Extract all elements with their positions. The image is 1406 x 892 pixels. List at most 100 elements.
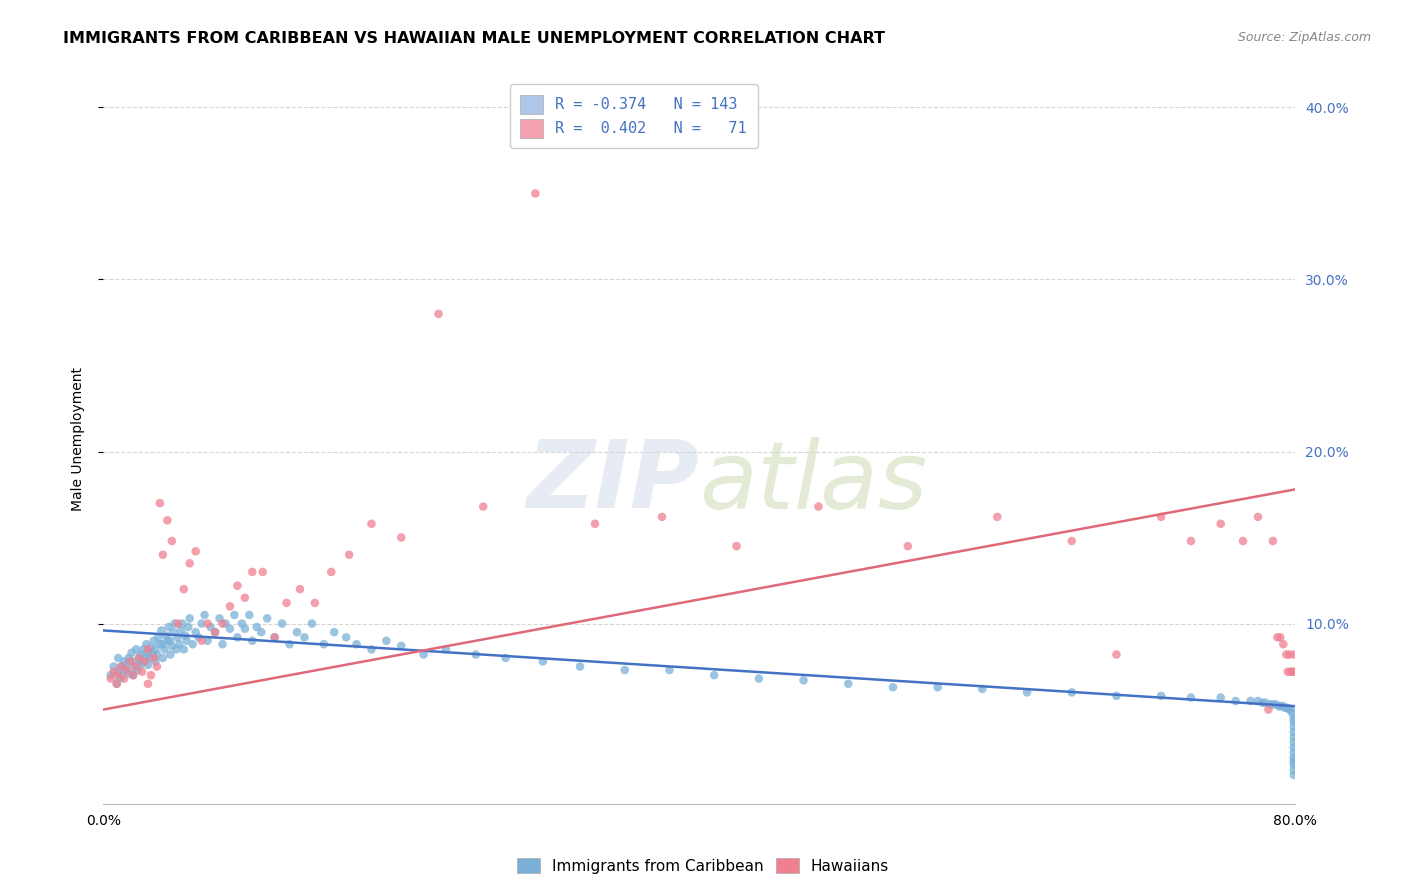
Point bbox=[125, 659, 148, 673]
Point bbox=[219, 622, 242, 636]
Point bbox=[141, 648, 163, 662]
Point bbox=[972, 681, 994, 696]
Point bbox=[1277, 665, 1299, 679]
Point bbox=[111, 668, 134, 682]
Point bbox=[117, 651, 139, 665]
Point bbox=[169, 637, 191, 651]
Point bbox=[121, 646, 143, 660]
Point bbox=[793, 673, 815, 688]
Point bbox=[153, 642, 176, 657]
Point bbox=[114, 663, 136, 677]
Point bbox=[148, 630, 170, 644]
Point bbox=[495, 651, 517, 665]
Point bbox=[897, 539, 920, 553]
Point bbox=[179, 557, 201, 571]
Point bbox=[1282, 751, 1305, 765]
Point bbox=[179, 611, 201, 625]
Point bbox=[197, 633, 219, 648]
Point bbox=[162, 625, 184, 640]
Point bbox=[224, 607, 246, 622]
Point bbox=[166, 616, 188, 631]
Point bbox=[150, 624, 173, 638]
Point bbox=[1247, 694, 1270, 708]
Point bbox=[115, 663, 138, 677]
Point bbox=[651, 509, 673, 524]
Point bbox=[256, 611, 278, 625]
Point bbox=[1282, 735, 1305, 749]
Point bbox=[139, 640, 162, 655]
Point bbox=[312, 637, 335, 651]
Point bbox=[190, 633, 212, 648]
Point bbox=[181, 637, 204, 651]
Point bbox=[155, 629, 177, 643]
Point bbox=[1015, 685, 1038, 699]
Point bbox=[240, 633, 263, 648]
Point bbox=[142, 651, 165, 665]
Point bbox=[288, 582, 311, 596]
Point bbox=[138, 651, 160, 665]
Point bbox=[190, 616, 212, 631]
Point bbox=[187, 630, 209, 644]
Point bbox=[145, 654, 167, 668]
Point bbox=[613, 663, 636, 677]
Point bbox=[177, 620, 200, 634]
Point bbox=[157, 620, 180, 634]
Point bbox=[531, 654, 554, 668]
Point bbox=[156, 513, 179, 527]
Point bbox=[1282, 768, 1305, 782]
Point bbox=[1209, 516, 1232, 531]
Point bbox=[1270, 699, 1292, 714]
Point bbox=[105, 677, 128, 691]
Point bbox=[135, 637, 157, 651]
Point bbox=[725, 539, 748, 553]
Point bbox=[132, 642, 155, 657]
Point bbox=[1282, 711, 1305, 725]
Point bbox=[174, 629, 197, 643]
Point bbox=[1282, 763, 1305, 777]
Point bbox=[1232, 533, 1254, 548]
Point bbox=[122, 668, 145, 682]
Point bbox=[112, 672, 135, 686]
Point bbox=[165, 642, 187, 657]
Point bbox=[103, 659, 125, 673]
Point bbox=[103, 665, 125, 679]
Point bbox=[1282, 746, 1305, 760]
Point bbox=[173, 642, 195, 657]
Point bbox=[285, 625, 308, 640]
Point bbox=[986, 509, 1008, 524]
Point bbox=[1261, 698, 1284, 712]
Point bbox=[658, 663, 681, 677]
Point bbox=[160, 639, 183, 653]
Point bbox=[1265, 630, 1288, 644]
Point bbox=[1282, 714, 1305, 729]
Point bbox=[149, 637, 172, 651]
Point bbox=[100, 672, 122, 686]
Point bbox=[1281, 665, 1303, 679]
Point bbox=[214, 616, 236, 631]
Point bbox=[166, 630, 188, 644]
Point bbox=[882, 680, 904, 694]
Point bbox=[173, 582, 195, 596]
Point bbox=[152, 548, 174, 562]
Point bbox=[233, 591, 256, 605]
Point bbox=[127, 663, 149, 677]
Point bbox=[1282, 740, 1305, 755]
Point bbox=[1279, 665, 1302, 679]
Point bbox=[323, 625, 346, 640]
Point bbox=[1060, 685, 1083, 699]
Point bbox=[263, 630, 285, 644]
Point bbox=[1282, 665, 1305, 679]
Point bbox=[108, 672, 131, 686]
Point bbox=[1282, 757, 1305, 772]
Point bbox=[1105, 689, 1128, 703]
Point bbox=[360, 642, 382, 657]
Point bbox=[389, 531, 412, 545]
Point bbox=[226, 630, 249, 644]
Point bbox=[128, 651, 150, 665]
Point bbox=[172, 616, 194, 631]
Point bbox=[160, 533, 183, 548]
Point bbox=[129, 648, 152, 662]
Point bbox=[124, 659, 146, 673]
Point bbox=[146, 659, 169, 673]
Point bbox=[1257, 703, 1279, 717]
